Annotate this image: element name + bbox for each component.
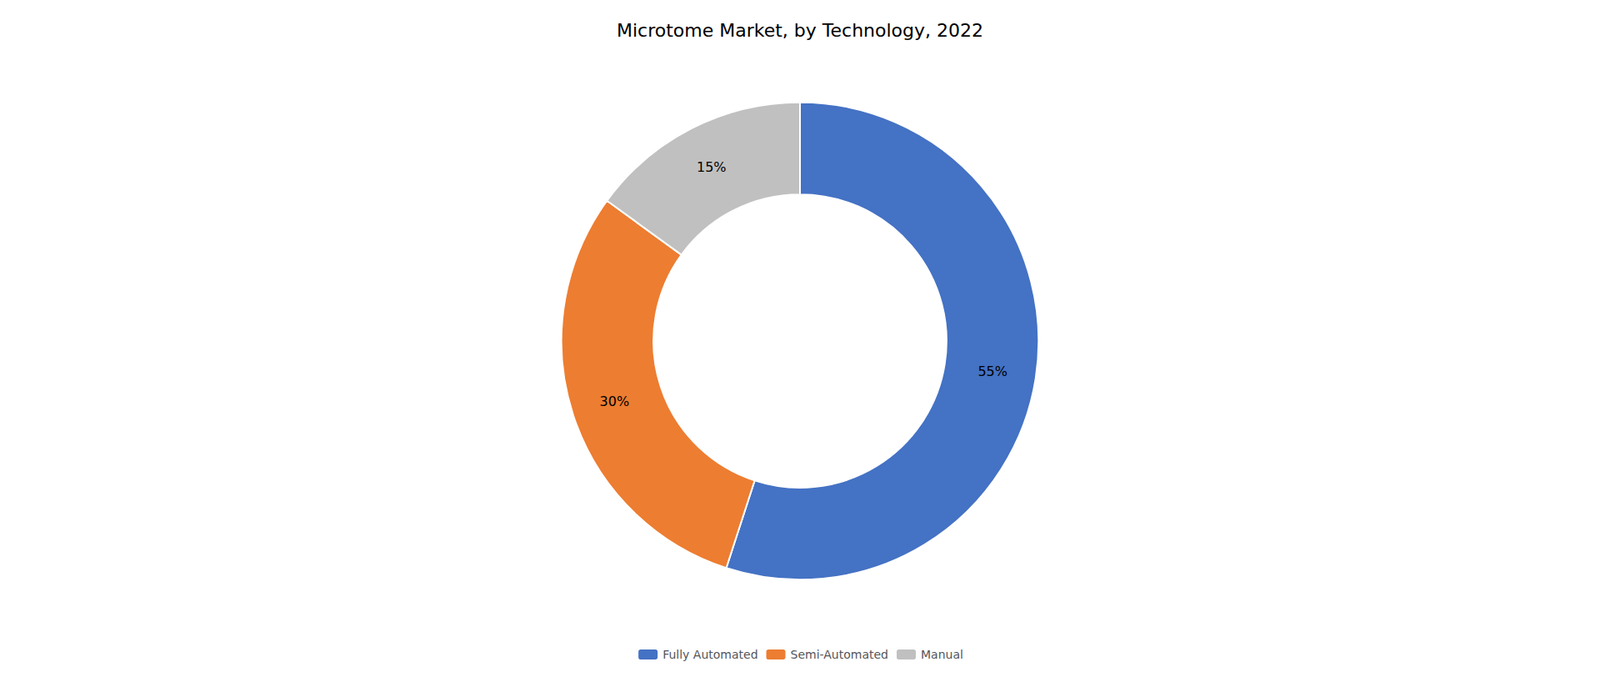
svg-text:55%: 55%	[977, 363, 1008, 380]
svg-text:15%: 15%	[696, 159, 727, 175]
svg-text:30%: 30%	[600, 393, 630, 410]
svg-text:Semi-Automated: Semi-Automated	[790, 647, 889, 661]
svg-text:Microtome Market, by Technolog: Microtome Market, by Technology, 2022	[616, 20, 984, 41]
svg-text:Manual: Manual	[920, 647, 964, 661]
svg-text:Fully Automated: Fully Automated	[662, 647, 758, 661]
